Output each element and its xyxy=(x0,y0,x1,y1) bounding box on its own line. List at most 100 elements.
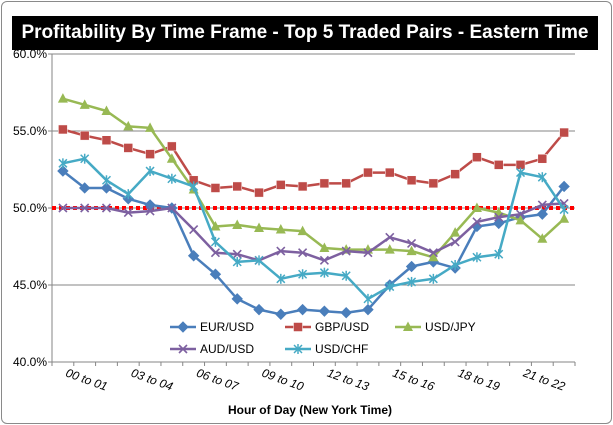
data-point xyxy=(178,344,188,354)
series-line-usdchf xyxy=(62,157,566,301)
data-point-stroke xyxy=(276,246,286,256)
data-point xyxy=(189,224,199,235)
data-point xyxy=(450,227,461,237)
data-point xyxy=(79,99,90,109)
data-point xyxy=(428,178,439,189)
data-point-stroke xyxy=(472,217,482,227)
data-point-stroke xyxy=(363,248,373,258)
series-line-eurusd xyxy=(62,170,566,316)
x-tick-label: 12 to 13 xyxy=(325,366,371,394)
data-point xyxy=(80,153,90,164)
data-point xyxy=(536,208,549,220)
data-point xyxy=(58,203,68,213)
data-point xyxy=(276,246,286,256)
data-point-stroke xyxy=(494,212,504,222)
data-point xyxy=(493,217,505,230)
chart-title: Profitability By Time Frame - Top 5 Trad… xyxy=(21,22,589,43)
data-point xyxy=(428,273,438,284)
data-point xyxy=(297,181,308,192)
data-point xyxy=(293,344,303,354)
data-point xyxy=(406,238,417,248)
data-point xyxy=(494,212,504,222)
data-point xyxy=(167,141,177,152)
data-point xyxy=(79,130,90,141)
y-tick-label: 45.0% xyxy=(13,278,47,292)
data-point xyxy=(210,236,220,247)
data-point xyxy=(319,242,330,253)
data-point xyxy=(101,135,112,145)
data-point xyxy=(363,248,373,258)
legend-label: USD/CHF xyxy=(315,342,368,356)
x-tick-label: 06 to 07 xyxy=(195,366,242,394)
data-point xyxy=(472,252,482,263)
data-point xyxy=(293,322,303,332)
data-point xyxy=(472,217,482,227)
data-point xyxy=(167,203,177,213)
data-point xyxy=(537,200,547,210)
data-point xyxy=(296,303,309,316)
data-point xyxy=(515,167,526,178)
data-point xyxy=(100,182,113,194)
data-point xyxy=(384,244,395,254)
data-point xyxy=(145,149,155,159)
data-point xyxy=(341,270,351,281)
data-point-stroke xyxy=(232,249,242,259)
data-point xyxy=(101,203,112,213)
data-point xyxy=(450,237,460,247)
data-point xyxy=(80,203,90,213)
data-point-stroke xyxy=(385,232,395,242)
data-point xyxy=(363,293,373,304)
data-point xyxy=(319,255,329,265)
x-tick-label: 15 to 16 xyxy=(391,366,437,394)
data-point xyxy=(405,260,418,273)
x-tick-labels: 00 to 01 03 to 04 06 to 07 09 to 10 12 to 13… xyxy=(64,365,567,394)
data-point xyxy=(298,248,308,258)
legend-label: USD/JPY xyxy=(425,320,476,334)
data-point xyxy=(78,182,91,194)
legend-label: EUR/USD xyxy=(200,320,254,334)
data-point xyxy=(318,305,331,317)
data-point xyxy=(428,251,439,262)
data-point-stroke xyxy=(450,237,460,247)
data-point xyxy=(403,321,413,331)
y-tick-label: 60.0% xyxy=(13,47,47,61)
data-point xyxy=(450,169,460,179)
data-point xyxy=(57,165,69,177)
legend-label: GBP/USD xyxy=(315,320,369,334)
data-point xyxy=(123,208,133,218)
data-point xyxy=(123,189,133,200)
data-point xyxy=(275,308,287,320)
data-point xyxy=(253,303,265,316)
data-point xyxy=(232,256,242,267)
data-point xyxy=(210,220,221,231)
series-line-usdjpy xyxy=(62,97,565,259)
data-point-stroke xyxy=(145,206,155,216)
y-tick-label: 55.0% xyxy=(13,124,47,138)
x-tick-label: 03 to 04 xyxy=(129,366,175,394)
data-point xyxy=(341,178,351,189)
data-point xyxy=(515,209,526,219)
x-axis-title: Hour of Day (New York Time) xyxy=(228,403,392,417)
data-point xyxy=(494,249,504,260)
data-point xyxy=(145,122,156,132)
data-point xyxy=(341,246,351,256)
x-tick-label: 18 to 19 xyxy=(456,366,502,394)
data-point xyxy=(167,173,177,184)
data-point-stroke xyxy=(178,344,188,354)
data-point-stroke xyxy=(123,208,133,218)
data-point xyxy=(298,269,308,280)
data-point xyxy=(537,172,547,183)
data-point xyxy=(471,202,482,212)
data-point xyxy=(559,213,570,223)
data-point xyxy=(340,307,352,319)
y-tick-labels: 40.0% 45.0% 50.0% 55.0% 60.0% xyxy=(13,47,47,369)
data-point xyxy=(276,273,286,284)
legend-entry-gbpusd: GBP/USD xyxy=(285,320,369,334)
data-point xyxy=(537,153,548,164)
data-point xyxy=(101,175,112,186)
data-point xyxy=(123,143,134,153)
data-point xyxy=(231,293,243,305)
data-point xyxy=(166,153,177,163)
data-point xyxy=(101,105,112,115)
